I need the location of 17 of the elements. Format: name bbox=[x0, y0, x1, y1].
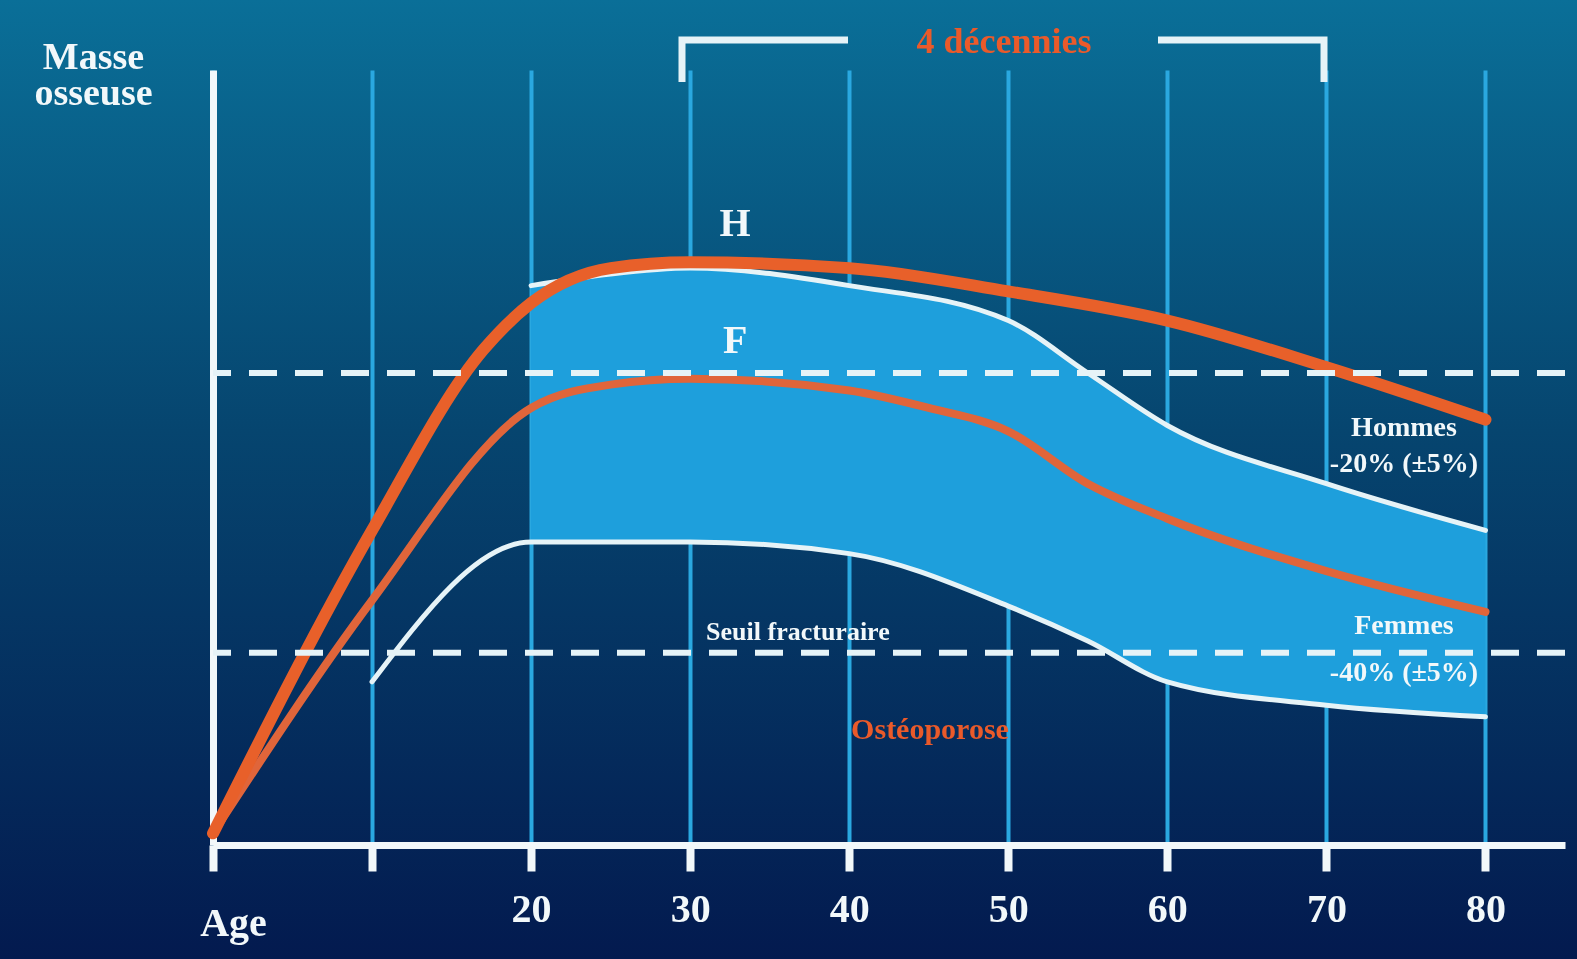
x-tick-label: 80 bbox=[1465, 885, 1506, 931]
y-axis-title: Masse osseuse bbox=[34, 34, 153, 113]
ref-line-label: Seuil fracturaire bbox=[706, 616, 890, 646]
annotation: -20% (±5%) bbox=[1329, 447, 1479, 479]
x-tick-label: 30 bbox=[670, 885, 711, 931]
x-tick-label: 20 bbox=[511, 885, 552, 931]
annotation: -40% (±5%) bbox=[1329, 656, 1479, 688]
annotation: Hommes bbox=[1351, 411, 1457, 443]
text: 4 décennies bbox=[916, 20, 1092, 62]
x-tick-label: 50 bbox=[988, 885, 1029, 931]
x-tick-label: 40 bbox=[829, 885, 870, 931]
series-label: H bbox=[719, 200, 751, 246]
series-label: F bbox=[722, 316, 748, 362]
x-tick-label: 60 bbox=[1147, 885, 1188, 931]
x-tick-label: 70 bbox=[1306, 885, 1347, 931]
x-axis-title: Age bbox=[200, 899, 267, 945]
annotation: Femmes bbox=[1354, 609, 1454, 641]
